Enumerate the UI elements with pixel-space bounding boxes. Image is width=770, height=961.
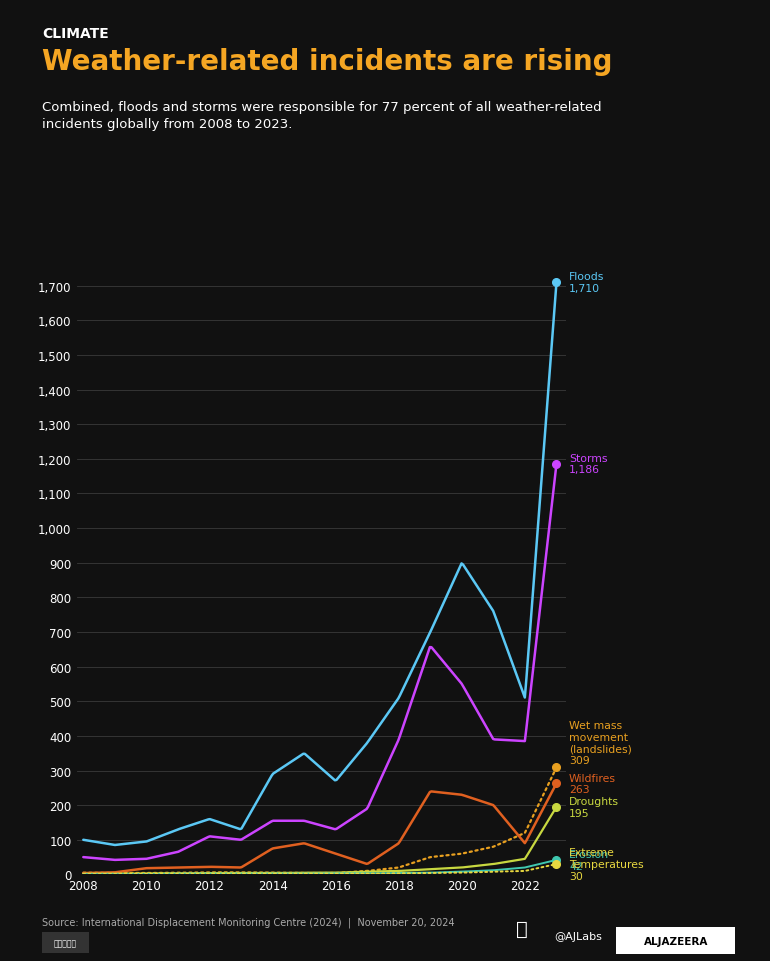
Text: ALJAZEERA: ALJAZEERA — [644, 936, 708, 946]
Text: Source: International Displacement Monitoring Centre (2024)  |  November 20, 202: Source: International Displacement Monit… — [42, 917, 455, 927]
Text: Combined, floods and storms were responsible for 77 percent of all weather-relat: Combined, floods and storms were respons… — [42, 101, 602, 131]
Text: Wet mass
movement
(landslides)
309: Wet mass movement (landslides) 309 — [569, 721, 632, 765]
Text: Ⓒⓔⓑⓢⓐ: Ⓒⓔⓑⓢⓐ — [54, 938, 77, 948]
Text: Droughts
195: Droughts 195 — [569, 797, 619, 818]
Text: Storms
1,186: Storms 1,186 — [569, 454, 608, 475]
Text: Extreme
Temperatures
30: Extreme Temperatures 30 — [569, 848, 644, 880]
Text: @AJLabs: @AJLabs — [554, 931, 602, 941]
Text: Floods
1,710: Floods 1,710 — [569, 272, 604, 294]
Text: CLIMATE: CLIMATE — [42, 27, 109, 41]
Text: Erosion
42: Erosion 42 — [569, 850, 609, 871]
Text: Weather-related incidents are rising: Weather-related incidents are rising — [42, 48, 613, 76]
Text: Wildfires
263: Wildfires 263 — [569, 773, 616, 795]
Text: ی: ی — [516, 920, 527, 938]
